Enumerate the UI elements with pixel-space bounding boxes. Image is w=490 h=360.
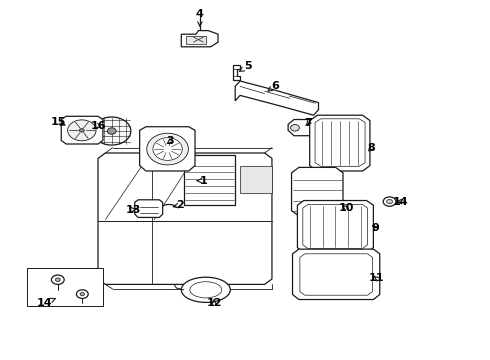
Ellipse shape: [68, 120, 96, 141]
Text: 14: 14: [36, 298, 55, 309]
Text: 10: 10: [338, 203, 354, 213]
Ellipse shape: [93, 117, 131, 145]
Text: 1: 1: [197, 176, 208, 186]
Text: 14: 14: [393, 197, 409, 207]
Polygon shape: [300, 254, 372, 295]
Polygon shape: [184, 155, 235, 205]
Polygon shape: [240, 166, 272, 193]
Text: 12: 12: [206, 298, 222, 309]
Ellipse shape: [153, 138, 182, 161]
Polygon shape: [27, 268, 103, 306]
Text: 3: 3: [166, 136, 174, 147]
Polygon shape: [135, 200, 163, 217]
Text: 13: 13: [125, 204, 141, 215]
Polygon shape: [303, 204, 368, 248]
Polygon shape: [61, 116, 103, 144]
Ellipse shape: [80, 292, 85, 296]
Polygon shape: [315, 119, 365, 166]
Polygon shape: [297, 201, 373, 253]
Text: 5: 5: [239, 61, 252, 72]
Text: 16: 16: [90, 121, 106, 131]
Text: 6: 6: [268, 81, 279, 91]
Ellipse shape: [76, 290, 88, 298]
Text: 15: 15: [51, 117, 67, 127]
Polygon shape: [140, 127, 195, 171]
Polygon shape: [293, 249, 380, 300]
Ellipse shape: [190, 282, 221, 298]
Polygon shape: [233, 65, 240, 80]
Ellipse shape: [51, 275, 64, 284]
Polygon shape: [288, 120, 327, 136]
Ellipse shape: [107, 128, 116, 134]
Text: 11: 11: [368, 273, 384, 283]
Ellipse shape: [181, 277, 230, 302]
Text: 9: 9: [371, 222, 379, 233]
Ellipse shape: [147, 133, 188, 165]
Ellipse shape: [291, 125, 299, 131]
Text: 7: 7: [304, 118, 312, 129]
Ellipse shape: [383, 197, 396, 206]
Text: 8: 8: [367, 143, 375, 153]
Polygon shape: [235, 81, 318, 115]
Polygon shape: [310, 115, 370, 171]
Text: 2: 2: [173, 200, 184, 210]
Ellipse shape: [79, 129, 84, 132]
Polygon shape: [181, 31, 218, 47]
Polygon shape: [98, 153, 272, 284]
Text: 4: 4: [196, 9, 204, 26]
Ellipse shape: [387, 199, 392, 204]
Ellipse shape: [55, 278, 60, 282]
Polygon shape: [292, 167, 343, 216]
Polygon shape: [186, 36, 206, 44]
